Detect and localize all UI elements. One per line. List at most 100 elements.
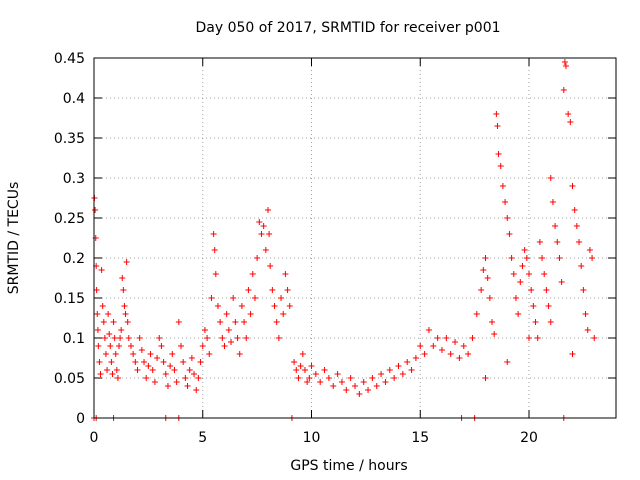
data-point — [188, 355, 195, 361]
data-point — [116, 343, 123, 349]
y-tick-label: 0.15 — [54, 291, 85, 307]
data-point — [530, 303, 537, 309]
data-point — [584, 327, 591, 333]
data-point — [132, 359, 139, 365]
data-point — [206, 351, 213, 357]
data-point — [312, 371, 319, 377]
data-point — [421, 351, 428, 357]
data-point — [273, 319, 280, 325]
data-point — [497, 163, 504, 169]
data-point — [117, 335, 124, 341]
plot-frame — [93, 57, 617, 419]
data-point — [484, 275, 491, 281]
data-point — [512, 295, 519, 301]
data-point — [102, 351, 109, 357]
data-point — [275, 335, 282, 341]
data-point — [561, 59, 568, 65]
y-axis-label: SRMTID / TECUs — [6, 182, 22, 295]
data-point — [489, 319, 496, 325]
data-point — [184, 383, 191, 389]
data-point — [241, 319, 248, 325]
data-point — [547, 175, 554, 181]
data-point — [149, 367, 156, 373]
data-point — [93, 287, 100, 293]
data-point — [254, 255, 261, 261]
data-point — [508, 255, 515, 261]
data-point — [569, 351, 576, 357]
data-point — [112, 351, 119, 357]
data-point — [523, 255, 530, 261]
data-point — [173, 379, 180, 385]
data-point — [120, 287, 127, 293]
data-point — [526, 271, 532, 277]
data-point — [356, 391, 363, 397]
data-point — [108, 359, 115, 365]
data-point — [243, 335, 250, 341]
data-point — [154, 355, 161, 361]
y-tick-label: 0.35 — [54, 131, 85, 147]
data-point — [460, 343, 467, 349]
data-point — [267, 263, 274, 269]
data-point — [554, 239, 561, 245]
data-points — [91, 59, 598, 421]
data-point — [262, 247, 269, 253]
data-point — [504, 215, 511, 221]
data-point — [266, 231, 273, 237]
data-point — [134, 367, 141, 373]
data-point — [113, 367, 120, 373]
data-point — [473, 311, 480, 317]
data-point — [186, 367, 193, 373]
data-point — [517, 279, 524, 285]
data-point — [124, 319, 131, 325]
data-point — [399, 371, 406, 377]
grid-lines — [94, 58, 616, 418]
data-point — [92, 207, 99, 213]
data-point — [130, 351, 137, 357]
data-point — [121, 303, 128, 309]
data-point — [100, 319, 107, 325]
data-point — [293, 367, 300, 373]
data-point — [136, 335, 143, 341]
y-tick-label: 0.45 — [54, 51, 85, 67]
data-point — [452, 339, 459, 345]
data-point — [482, 255, 489, 261]
data-point — [486, 295, 493, 301]
data-point — [534, 335, 541, 341]
data-point — [143, 375, 150, 381]
data-point — [494, 123, 501, 129]
data-point — [495, 151, 502, 157]
data-point — [478, 287, 485, 293]
y-tick-label: 0.4 — [63, 91, 85, 107]
data-point — [417, 343, 424, 349]
data-point — [219, 335, 226, 341]
data-point — [118, 327, 125, 333]
data-point — [245, 287, 252, 293]
data-point — [236, 351, 243, 357]
data-point — [412, 355, 419, 361]
data-point — [591, 335, 598, 341]
data-point — [97, 371, 104, 377]
y-tick-label: 0.25 — [54, 211, 85, 227]
data-point — [201, 327, 208, 333]
data-point — [308, 363, 315, 369]
chart-title: Day 050 of 2017, SRMTID for receiver p00… — [195, 20, 500, 36]
data-point — [343, 387, 350, 393]
data-point — [439, 347, 445, 353]
data-point — [317, 379, 324, 385]
data-point — [95, 343, 102, 349]
data-point — [204, 335, 211, 341]
data-point — [94, 327, 101, 333]
data-point — [107, 343, 114, 349]
data-point — [589, 255, 596, 261]
data-point — [499, 183, 506, 189]
data-point — [515, 311, 522, 317]
data-point — [521, 247, 528, 253]
data-point — [251, 295, 258, 301]
data-point — [526, 335, 532, 341]
data-point — [101, 335, 108, 341]
data-point — [180, 359, 187, 365]
data-point — [125, 335, 132, 341]
data-point — [127, 343, 134, 349]
data-point — [491, 331, 498, 337]
y-tick-label: 0.1 — [63, 331, 85, 347]
